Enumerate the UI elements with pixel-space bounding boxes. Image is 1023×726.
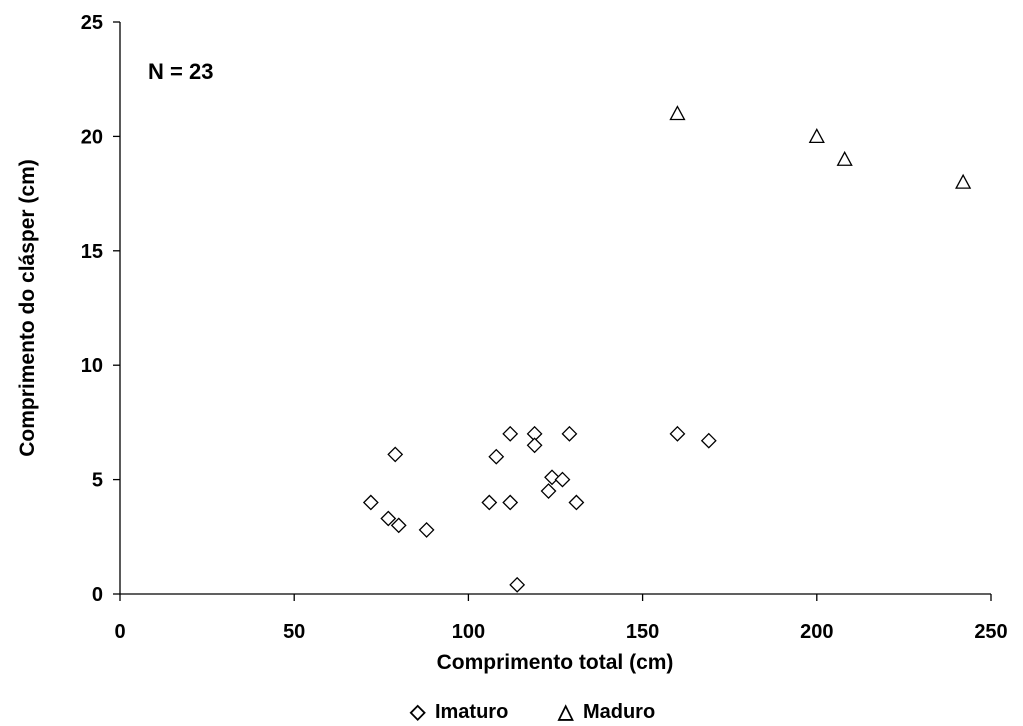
- data-point-imaturo: [526, 437, 543, 454]
- legend: ◇ Imaturo △ Maduro: [409, 701, 655, 723]
- data-point-imaturo: [418, 522, 435, 538]
- data-point-imaturo: [540, 483, 557, 499]
- annotation-n: N = 23: [148, 59, 213, 84]
- y-tick-label: 10: [81, 355, 103, 377]
- diamond-icon: ◇: [409, 701, 426, 723]
- y-tick-label: 15: [81, 241, 103, 263]
- data-point-imaturo: [561, 425, 578, 442]
- legend-item-maduro: △ Maduro: [557, 701, 655, 723]
- data-point-imaturo: [481, 494, 498, 511]
- data-markers: [362, 105, 972, 593]
- x-axis-ticks: 0 50 100 150 200 250: [114, 594, 1008, 643]
- y-axis-title: Comprimento do clásper (cm): [16, 159, 39, 457]
- data-point-maduro: [955, 173, 972, 189]
- y-tick-label: 25: [81, 12, 103, 34]
- data-point-maduro: [836, 150, 853, 166]
- data-point-imaturo: [380, 510, 397, 527]
- legend-label-imaturo: Imaturo: [435, 701, 508, 723]
- data-point-imaturo: [554, 471, 571, 488]
- data-point-maduro: [669, 105, 686, 121]
- data-point-imaturo: [362, 494, 379, 511]
- y-tick-label: 0: [92, 584, 103, 606]
- y-tick-label: 5: [92, 470, 103, 492]
- legend-item-imaturo: ◇ Imaturo: [409, 701, 508, 723]
- x-tick-label: 250: [974, 621, 1007, 643]
- data-point-imaturo: [509, 576, 526, 593]
- x-axis-title: Comprimento total (cm): [437, 651, 674, 674]
- triangle-icon: △: [557, 701, 574, 723]
- x-tick-label: 50: [283, 621, 305, 643]
- data-point-imaturo: [568, 494, 585, 511]
- data-point-imaturo: [544, 469, 560, 486]
- x-tick-label: 0: [114, 621, 125, 643]
- data-point-imaturo: [502, 494, 519, 511]
- legend-label-maduro: Maduro: [583, 701, 655, 723]
- y-tick-label: 20: [81, 126, 103, 148]
- data-point-imaturo: [700, 432, 717, 449]
- x-tick-label: 200: [800, 621, 833, 643]
- data-point-imaturo: [387, 446, 404, 463]
- data-point-imaturo: [669, 425, 686, 442]
- data-point-maduro: [808, 128, 825, 144]
- x-tick-label: 100: [452, 621, 485, 643]
- data-point-imaturo: [390, 517, 407, 534]
- x-tick-label: 150: [626, 621, 659, 643]
- plot-area: [119, 22, 991, 595]
- data-point-imaturo: [488, 448, 505, 465]
- y-axis-ticks: 0 5 10 15 20 25: [81, 12, 120, 606]
- data-point-imaturo: [502, 425, 519, 442]
